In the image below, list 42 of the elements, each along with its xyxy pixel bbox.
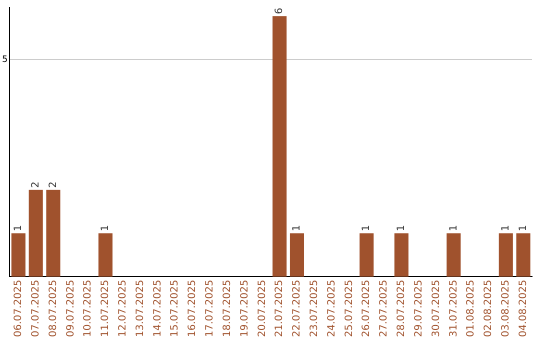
data-label: 1 bbox=[518, 224, 529, 232]
x-tick-label: 10.07.2025 bbox=[82, 280, 94, 338]
x-tick-label: 17.07.2025 bbox=[204, 280, 216, 338]
x-tick-label: 19.07.2025 bbox=[239, 280, 250, 338]
x-tick-label: 26.07.2025 bbox=[361, 280, 372, 338]
x-tick-label: 01.08.2025 bbox=[466, 280, 477, 338]
x-tick-label: 13.07.2025 bbox=[134, 280, 146, 338]
x-tick-label: 07.07.2025 bbox=[30, 280, 42, 338]
data-label: 1 bbox=[100, 224, 112, 232]
x-tick-label: 30.07.2025 bbox=[430, 280, 442, 338]
x-tick-label: 29.07.2025 bbox=[413, 280, 424, 338]
data-label: 1 bbox=[500, 224, 512, 232]
x-tick-label: 16.07.2025 bbox=[187, 280, 198, 338]
x-tick-label: 27.07.2025 bbox=[378, 280, 390, 338]
data-label: 1 bbox=[13, 224, 24, 232]
data-label: 1 bbox=[292, 224, 303, 232]
x-tick-label: 18.07.2025 bbox=[222, 280, 233, 338]
data-label: 6 bbox=[274, 8, 286, 14]
x-tick-label: 14.07.2025 bbox=[152, 280, 164, 338]
x-tick-label: 20.07.2025 bbox=[256, 280, 268, 338]
data-label: 1 bbox=[448, 224, 460, 232]
y-tick-label: 5 bbox=[2, 54, 8, 65]
x-tick-label: 04.08.2025 bbox=[518, 280, 529, 338]
x-tick-label: 02.08.2025 bbox=[483, 280, 494, 338]
x-tick-label: 23.07.2025 bbox=[308, 280, 320, 338]
x-tick-label: 25.07.2025 bbox=[344, 280, 355, 338]
data-label: 2 bbox=[30, 181, 42, 188]
data-label: 1 bbox=[361, 224, 372, 232]
x-tick-label: 21.07.2025 bbox=[274, 280, 286, 338]
data-label: 1 bbox=[396, 224, 408, 232]
x-tick-label: 12.07.2025 bbox=[117, 280, 128, 338]
x-tick-label: 24.07.2025 bbox=[326, 280, 338, 338]
x-tick-label: 09.07.2025 bbox=[65, 280, 76, 338]
x-tick-label: 11.07.2025 bbox=[100, 280, 112, 338]
x-tick-label: 06.07.2025 bbox=[13, 280, 24, 338]
x-tick-label: 31.07.2025 bbox=[448, 280, 460, 338]
x-tick-label: 22.07.2025 bbox=[292, 280, 303, 338]
x-tick-label: 28.07.2025 bbox=[396, 280, 408, 338]
x-tick-label: 03.08.2025 bbox=[500, 280, 512, 338]
x-tick-label: 08.07.2025 bbox=[48, 280, 59, 338]
x-tick-label: 15.07.2025 bbox=[170, 280, 181, 338]
data-label: 2 bbox=[48, 181, 59, 188]
